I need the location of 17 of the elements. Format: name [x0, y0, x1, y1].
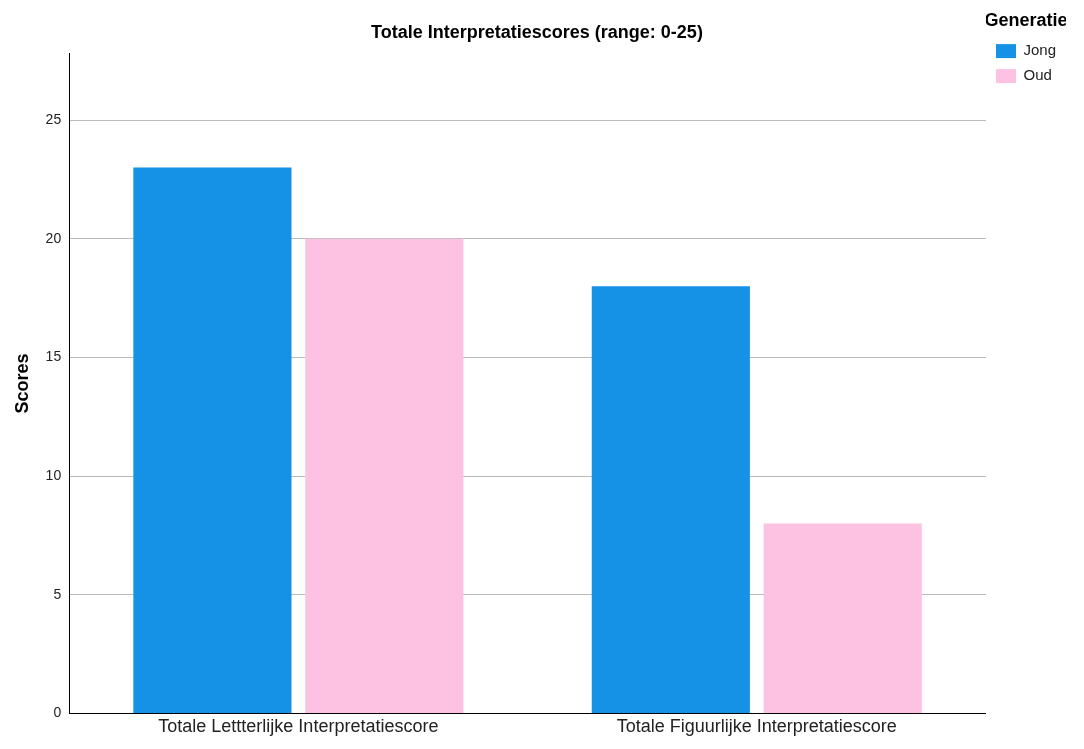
- legend-title: Generatie: [984, 9, 1068, 30]
- x-tick-label: Totale Lettterlijke Interpretatiescore: [158, 716, 439, 737]
- bar: [763, 523, 922, 713]
- legend-label: Jong: [1023, 41, 1056, 59]
- y-tick-label: 0: [53, 704, 62, 721]
- bar: [305, 238, 464, 713]
- y-axis-title: Scores: [11, 353, 32, 414]
- y-tick-label: 15: [45, 348, 62, 365]
- y-tick-label: 25: [45, 110, 62, 127]
- bar: [133, 167, 292, 713]
- y-tick-label: 5: [53, 585, 62, 602]
- y-tick-label: 20: [45, 229, 62, 246]
- bar: [591, 286, 750, 713]
- legend-label: Oud: [1023, 66, 1052, 84]
- chart-title: Totale Interpretatiescores (range: 0-25): [371, 21, 703, 42]
- x-tick-label: Totale Figuurlijke Interpretatiescore: [616, 716, 897, 737]
- y-tick-label: 10: [45, 466, 62, 483]
